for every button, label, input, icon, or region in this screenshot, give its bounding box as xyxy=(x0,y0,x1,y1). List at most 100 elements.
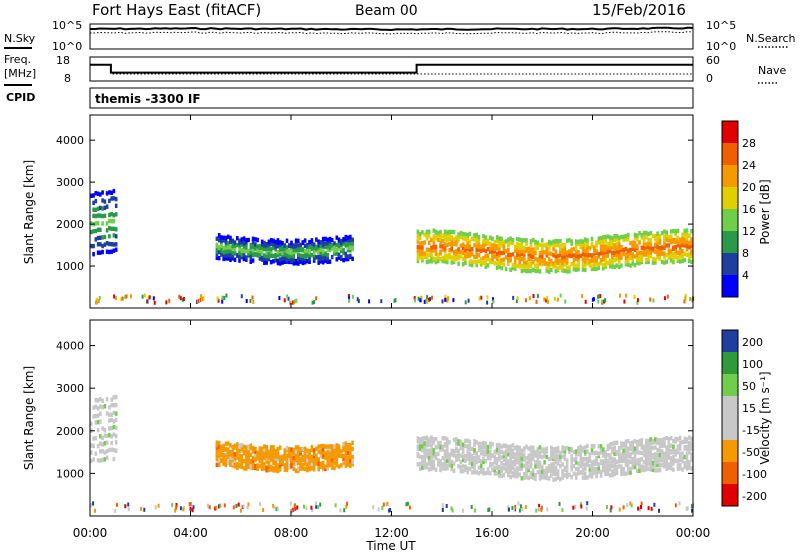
power-cell xyxy=(455,239,458,244)
power-cell xyxy=(317,254,320,260)
velocity-cell xyxy=(525,444,528,449)
power-cell xyxy=(604,298,607,303)
velocity-cell xyxy=(529,464,533,469)
velocity-cell xyxy=(495,443,499,448)
power-cell xyxy=(236,253,239,258)
velocity-cell xyxy=(218,504,220,509)
power-cell xyxy=(491,236,494,241)
velocity-cell xyxy=(215,449,219,454)
power-cell xyxy=(608,235,612,240)
velocity-cell xyxy=(308,465,311,470)
power-cell xyxy=(595,240,598,245)
velocity-cell xyxy=(247,464,250,470)
power-cell xyxy=(608,258,612,263)
velocity-cell xyxy=(427,467,431,472)
plot-title: Fort Hays East (fitACF) xyxy=(92,1,261,19)
power-cell xyxy=(288,254,291,259)
power-cell xyxy=(459,249,463,254)
velocity-cell xyxy=(647,506,650,511)
power-cell xyxy=(278,257,282,262)
velocity-cell xyxy=(561,471,564,476)
power-cell xyxy=(604,244,607,249)
power-cell xyxy=(457,249,460,254)
velocity-cell xyxy=(529,470,533,476)
power-cell xyxy=(651,246,655,251)
velocity-cell xyxy=(543,447,546,452)
velocity-cell xyxy=(649,457,653,462)
velocity-cell xyxy=(640,438,644,443)
velocity-cell xyxy=(647,453,650,459)
power-cell xyxy=(229,245,232,250)
power-cell xyxy=(450,235,454,240)
power-cell xyxy=(254,251,257,257)
velocity-cell xyxy=(430,463,433,468)
velocity-colorbar-swatch xyxy=(722,396,738,418)
power-cell xyxy=(182,297,185,301)
power-cell xyxy=(427,229,431,234)
velocity-cell xyxy=(110,417,113,423)
power-cell xyxy=(547,246,551,251)
power-cell xyxy=(229,235,232,241)
velocity-cell xyxy=(251,455,255,461)
power-cell xyxy=(511,252,515,257)
power-scatter-cells xyxy=(90,188,695,305)
velocity-cell xyxy=(254,455,257,461)
power-cell xyxy=(344,257,348,262)
velocity-cell xyxy=(319,461,323,466)
date-label: 15/Feb/2016 xyxy=(592,1,686,19)
power-cell xyxy=(238,258,241,263)
velocity-cell xyxy=(633,458,637,463)
velocity-cell xyxy=(690,466,693,471)
velocity-cell xyxy=(326,449,329,455)
power-cell xyxy=(283,247,287,252)
velocity-cell xyxy=(443,459,447,465)
range-tick-label: 3000 xyxy=(56,382,84,395)
power-cell xyxy=(349,248,352,253)
power-cell xyxy=(620,245,623,250)
power-cell xyxy=(647,253,650,258)
velocity-cell xyxy=(518,472,521,477)
power-cell xyxy=(649,245,653,251)
power-cell xyxy=(321,236,325,242)
velocity-cell xyxy=(586,449,589,454)
power-cell xyxy=(455,252,458,257)
velocity-cell xyxy=(529,453,533,458)
power-cell xyxy=(265,246,268,251)
velocity-cell xyxy=(665,462,668,467)
velocity-cell xyxy=(620,471,623,476)
velocity-cell xyxy=(315,501,317,506)
power-cell xyxy=(333,251,336,256)
velocity-cell xyxy=(563,452,567,457)
power-cell xyxy=(432,256,436,261)
velocity-cell xyxy=(306,467,309,473)
velocity-cell xyxy=(690,446,693,452)
power-cell xyxy=(611,236,614,241)
power-cell xyxy=(584,299,587,304)
velocity-cell xyxy=(474,508,477,513)
velocity-cell xyxy=(674,448,677,454)
velocity-cell xyxy=(382,502,385,507)
velocity-cell xyxy=(470,464,474,469)
velocity-cell xyxy=(90,443,93,448)
power-cell xyxy=(276,240,280,246)
power-cell xyxy=(613,252,616,258)
velocity-cell xyxy=(658,448,662,453)
velocity-cell xyxy=(430,459,433,465)
velocity-cell xyxy=(636,458,639,463)
power-cell xyxy=(656,244,659,250)
velocity-cell xyxy=(276,468,280,474)
power-cell xyxy=(461,231,465,237)
power-cell xyxy=(114,203,118,208)
velocity-cell xyxy=(441,508,444,512)
velocity-cell xyxy=(543,453,546,459)
power-cell xyxy=(461,236,465,241)
power-cell xyxy=(599,251,603,256)
velocity-cell xyxy=(222,443,225,449)
nsky-label: N.Sky xyxy=(4,32,36,45)
power-cell xyxy=(455,242,458,247)
power-cell xyxy=(421,230,424,235)
power-cell xyxy=(281,256,284,261)
velocity-cell xyxy=(545,454,549,460)
power-cell xyxy=(432,244,436,250)
